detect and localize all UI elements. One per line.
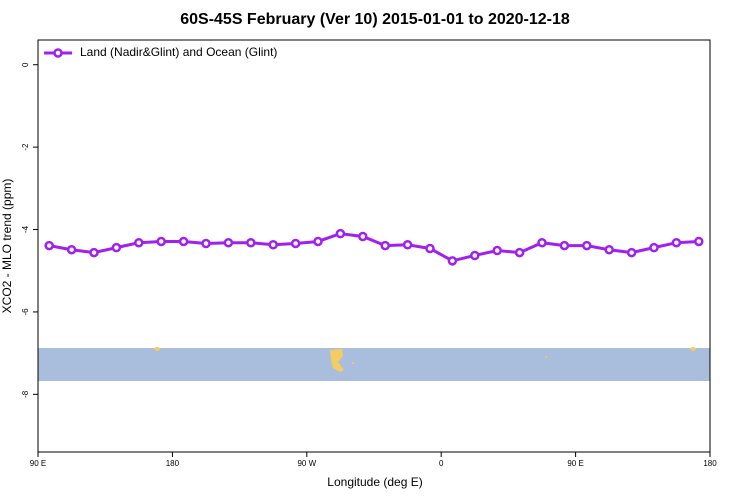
map-land: [352, 362, 354, 364]
point: [626, 247, 637, 258]
series-line: [48, 232, 699, 263]
legend-marker: [53, 48, 63, 58]
legend-label: Land (Nadir&Glint) and Ocean (Glint): [80, 45, 277, 59]
y-tick-label: -2: [21, 143, 30, 151]
plot-frame: [37, 39, 711, 453]
point: [290, 238, 301, 249]
point: [492, 245, 502, 256]
x-axis-title: Longitude (deg E): [327, 475, 422, 489]
point: [380, 240, 390, 251]
point: [559, 240, 570, 251]
point: [66, 244, 77, 255]
y-axis-title: XCO2 - MLO trend (ppm): [0, 179, 14, 314]
point: [470, 250, 480, 261]
point: [694, 236, 704, 247]
map-land: [545, 356, 547, 358]
y-tick-label: 0: [21, 62, 30, 67]
x-tick-label: 180: [703, 459, 717, 468]
chart-title: 60S-45S February (Ver 10) 2015-01-01 to …: [180, 11, 570, 28]
point: [537, 237, 547, 248]
point: [514, 247, 525, 258]
point: [111, 242, 122, 253]
point: [671, 237, 682, 248]
point: [201, 238, 211, 249]
y-tick-label: -4: [21, 225, 30, 233]
map-land: [330, 349, 344, 372]
x-tick-label: 0: [439, 459, 444, 468]
point: [44, 240, 54, 251]
point: [134, 237, 144, 248]
y-tick-label: -8: [21, 390, 30, 398]
point: [447, 256, 458, 266]
x-tick-label: 90 E: [30, 459, 46, 468]
point: [582, 240, 592, 251]
point: [358, 231, 368, 242]
point: [156, 236, 166, 247]
x-tick-label: 180: [166, 459, 180, 468]
point: [178, 236, 189, 247]
point: [313, 236, 323, 247]
map-ocean: [38, 348, 710, 381]
map-strip: [38, 347, 710, 381]
point: [268, 240, 278, 250]
x-tick-label: 90 W: [297, 459, 316, 468]
point: [223, 237, 234, 248]
map-land: [154, 347, 160, 351]
x-tick-label: 90 E: [567, 459, 583, 468]
point: [402, 240, 413, 250]
point: [89, 247, 99, 258]
point: [604, 244, 614, 255]
point: [246, 237, 256, 248]
map-land: [690, 347, 696, 351]
y-tick-label: -6: [21, 308, 30, 316]
point: [335, 228, 346, 239]
point: [425, 243, 435, 254]
point: [649, 242, 659, 253]
